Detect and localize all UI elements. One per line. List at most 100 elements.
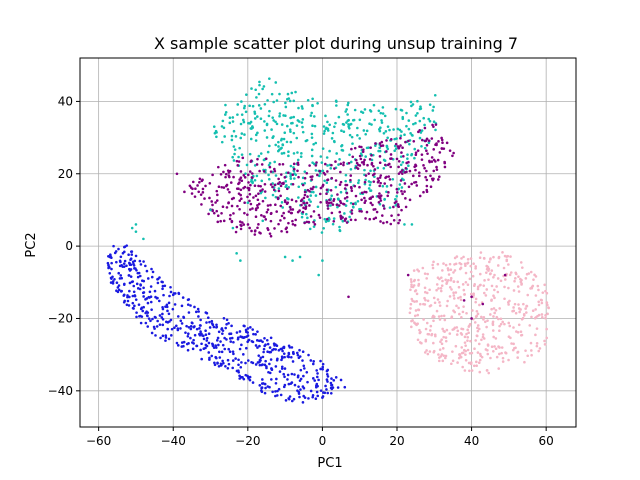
data-point (390, 214, 393, 217)
data-point (537, 288, 540, 292)
data-point (389, 165, 392, 169)
data-point (339, 190, 343, 194)
data-point (131, 301, 135, 305)
data-point (434, 123, 438, 126)
data-point (291, 222, 295, 226)
data-point (257, 104, 261, 107)
data-point (426, 152, 429, 155)
data-point (489, 313, 492, 316)
data-point (132, 262, 135, 266)
data-point (360, 145, 363, 149)
data-point (403, 133, 406, 136)
data-point (263, 120, 266, 123)
data-point (319, 367, 322, 371)
data-point (131, 294, 135, 298)
data-point (382, 166, 386, 170)
data-point (368, 183, 372, 187)
data-point (455, 333, 459, 336)
data-point (318, 216, 322, 219)
data-point (224, 113, 227, 116)
data-point (326, 178, 329, 182)
data-point (363, 201, 367, 205)
data-point (418, 194, 422, 198)
data-point (213, 361, 216, 365)
data-point (313, 124, 317, 128)
data-point (342, 123, 346, 126)
data-point (418, 136, 422, 140)
data-point (339, 170, 342, 174)
x-tick-label: −60 (86, 434, 111, 448)
data-point (351, 205, 355, 209)
data-point (142, 291, 146, 294)
data-point (403, 223, 406, 226)
data-point (244, 361, 247, 365)
data-point (232, 212, 235, 215)
data-point (257, 92, 261, 96)
data-point (223, 163, 227, 167)
data-point (316, 372, 319, 375)
data-point (490, 284, 494, 288)
data-point (235, 159, 239, 163)
data-point (268, 77, 271, 80)
data-point (462, 255, 465, 259)
data-point (452, 271, 455, 274)
data-point (329, 189, 333, 192)
data-point (274, 203, 277, 207)
data-point (528, 324, 532, 327)
data-point (482, 318, 485, 321)
data-point (287, 154, 290, 158)
data-point (331, 203, 335, 206)
data-point (378, 155, 382, 158)
data-point (290, 198, 294, 202)
data-point (260, 163, 264, 166)
data-point (107, 265, 111, 268)
data-point (222, 170, 225, 174)
data-point (423, 303, 427, 306)
data-point (310, 132, 314, 136)
data-point (154, 334, 157, 337)
data-point (403, 190, 406, 193)
data-point (291, 350, 295, 354)
data-point (492, 349, 495, 353)
data-point (441, 327, 444, 331)
data-point (251, 125, 254, 128)
data-point (307, 397, 310, 400)
data-point (374, 142, 377, 145)
data-point (498, 346, 501, 349)
data-point (262, 158, 266, 162)
data-point (269, 183, 273, 186)
data-point (476, 285, 480, 289)
data-point (400, 151, 403, 154)
data-point (346, 119, 350, 123)
data-point (362, 160, 366, 164)
chart-title: X sample scatter plot during unsup train… (154, 34, 518, 53)
data-point (464, 349, 467, 353)
data-point (139, 307, 143, 311)
data-point (414, 153, 418, 156)
data-point (239, 188, 243, 192)
data-point (519, 277, 522, 281)
data-point (442, 314, 446, 318)
data-point (432, 120, 436, 124)
data-point (282, 137, 286, 141)
data-point (395, 137, 398, 140)
data-point (463, 341, 467, 344)
data-point (323, 217, 327, 221)
data-point (324, 162, 327, 166)
data-point (277, 189, 281, 193)
data-point (449, 278, 453, 282)
data-point (222, 316, 226, 320)
data-point (300, 203, 303, 207)
data-point (321, 147, 325, 150)
data-point (444, 354, 448, 358)
data-point (227, 201, 230, 205)
data-point (536, 284, 540, 288)
data-point (146, 314, 149, 318)
data-point (432, 105, 435, 109)
data-point (410, 280, 413, 284)
data-point (270, 92, 274, 96)
data-point (486, 343, 490, 346)
data-point (433, 93, 437, 97)
data-point (243, 201, 246, 204)
data-point (293, 373, 296, 376)
